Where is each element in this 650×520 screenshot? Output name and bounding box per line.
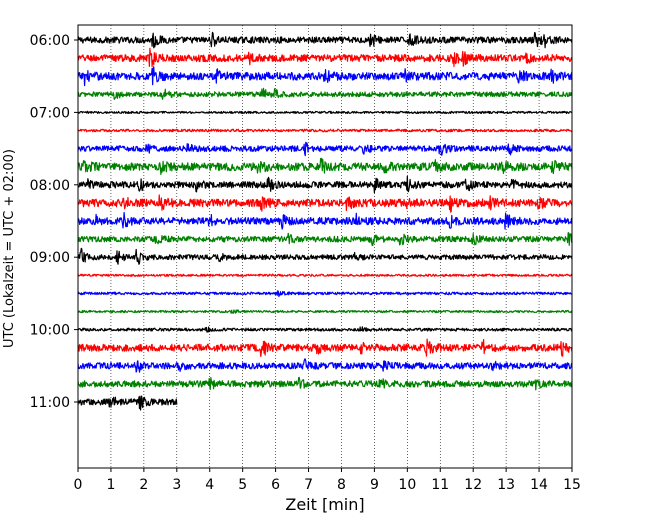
x-tick-label: 0: [74, 477, 83, 493]
trace-row-12-0900: [77, 247, 573, 265]
trace-row-13-0915: [77, 273, 573, 277]
x-tick-label: 4: [205, 477, 214, 493]
x-tick-label: 13: [497, 477, 515, 493]
x-tick-label: 5: [238, 477, 247, 493]
x-axis-title: Zeit [min]: [285, 495, 364, 514]
trace-row-7-0745: [77, 157, 573, 176]
x-tick-label: 9: [370, 477, 379, 493]
trace-row-20-1100: [77, 395, 178, 411]
trace-row-8-0800: [77, 175, 573, 194]
trace-row-14-0930: [77, 290, 573, 298]
x-tick-label: 2: [139, 477, 148, 493]
y-tick-label: 10:00: [30, 323, 70, 339]
vertical-gridlines: [110, 25, 540, 468]
seismic-traces: [77, 31, 573, 411]
y-tick-label: 07:00: [30, 105, 70, 121]
trace-row-18-1030: [77, 358, 573, 373]
trace-row-5-0715: [77, 128, 573, 133]
trace-row-10-0830: [77, 211, 573, 230]
trace-row-1-0615: [77, 47, 573, 68]
y-tick-label: 11:00: [30, 395, 70, 411]
trace-row-9-0815: [77, 194, 573, 213]
y-tick-label: 09:00: [30, 250, 70, 266]
plot-frame: [77, 24, 573, 469]
x-tick-label: 15: [563, 477, 581, 493]
x-tick-label: 8: [337, 477, 346, 493]
x-tick-label: 14: [530, 477, 548, 493]
trace-row-15-0945: [77, 309, 573, 314]
trace-row-3-0645: [77, 87, 573, 100]
y-tick-label: 06:00: [30, 33, 70, 49]
trace-row-2-0630: [77, 66, 573, 87]
trace-row-0-0600: [77, 31, 573, 49]
trace-row-11-0845: [77, 232, 573, 247]
x-tick-label: 3: [172, 477, 181, 493]
x-tick-label: 7: [304, 477, 313, 493]
trace-row-6-0730: [77, 141, 573, 157]
x-axis-ticks: 0 1 2 3 4 5 6 7 8 9 10 11 12 13 14 15: [74, 468, 581, 493]
x-tick-label: 12: [464, 477, 482, 493]
trace-row-16-1000: [77, 326, 573, 333]
x-tick-label: 10: [398, 477, 416, 493]
x-tick-label: 11: [431, 477, 449, 493]
trace-row-4-0700: [77, 110, 573, 115]
trace-row-17-1015: [77, 338, 573, 358]
y-axis-title: UTC (Lokalzeit = UTC + 02:00): [2, 149, 17, 348]
y-tick-label: 08:00: [30, 178, 70, 194]
trace-row-19-1045: [77, 376, 573, 391]
x-tick-label: 6: [271, 477, 280, 493]
x-tick-label: 1: [106, 477, 115, 493]
y-axis-ticks: 06:00 07:00 08:00 09:00 10:00 11:00: [30, 33, 78, 411]
